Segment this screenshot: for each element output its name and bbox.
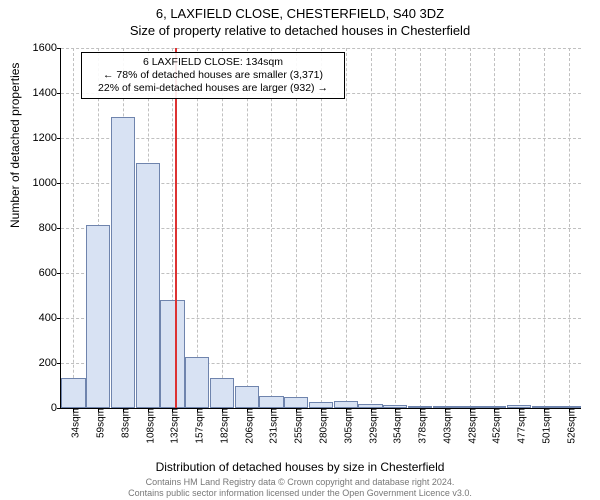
xtick-label: 526sqm xyxy=(560,408,577,444)
xtick-label: 59sqm xyxy=(90,408,107,438)
bar xyxy=(111,117,135,408)
bar xyxy=(86,225,110,408)
bar xyxy=(185,357,209,408)
ytick-label: 200 xyxy=(17,357,61,369)
xtick-label: 329sqm xyxy=(362,408,379,444)
ytick-label: 800 xyxy=(17,222,61,234)
bar xyxy=(309,402,333,408)
xtick-label: 108sqm xyxy=(139,408,156,444)
bar xyxy=(235,386,259,409)
title-line-1: 6, LAXFIELD CLOSE, CHESTERFIELD, S40 3DZ xyxy=(0,6,600,21)
info-line-3: 22% of semi-detached houses are larger (… xyxy=(88,82,338,95)
ytick-label: 1600 xyxy=(17,42,61,54)
bar xyxy=(160,300,184,408)
bar xyxy=(433,406,457,408)
xtick-label: 378sqm xyxy=(412,408,429,444)
xtick-label: 452sqm xyxy=(486,408,503,444)
marker-line xyxy=(175,48,177,408)
bar xyxy=(383,405,407,408)
bar xyxy=(259,396,283,408)
xtick-label: 428sqm xyxy=(461,408,478,444)
bar xyxy=(61,378,85,408)
info-line-2: ← 78% of detached houses are smaller (3,… xyxy=(88,69,338,82)
chart-container: 6, LAXFIELD CLOSE, CHESTERFIELD, S40 3DZ… xyxy=(0,0,600,500)
bar xyxy=(284,397,308,408)
xtick-label: 403sqm xyxy=(436,408,453,444)
xtick-label: 157sqm xyxy=(189,408,206,444)
xtick-label: 132sqm xyxy=(164,408,181,444)
ytick-label: 600 xyxy=(17,267,61,279)
title-block: 6, LAXFIELD CLOSE, CHESTERFIELD, S40 3DZ… xyxy=(0,0,600,38)
ytick-label: 1200 xyxy=(17,132,61,144)
info-line-1: 6 LAXFIELD CLOSE: 134sqm xyxy=(88,56,338,69)
gridline-h xyxy=(61,138,581,139)
xtick-label: 206sqm xyxy=(238,408,255,444)
ytick-label: 0 xyxy=(17,402,61,414)
xtick-label: 477sqm xyxy=(511,408,528,444)
x-axis-label: Distribution of detached houses by size … xyxy=(0,460,600,474)
xtick-label: 83sqm xyxy=(114,408,131,438)
xtick-label: 255sqm xyxy=(288,408,305,444)
bar xyxy=(457,406,481,408)
bar xyxy=(334,401,358,408)
bar xyxy=(507,405,531,408)
bar xyxy=(358,404,382,408)
xtick-label: 305sqm xyxy=(337,408,354,444)
xtick-label: 34sqm xyxy=(65,408,82,438)
bar xyxy=(210,378,234,408)
xtick-label: 501sqm xyxy=(535,408,552,444)
xtick-label: 182sqm xyxy=(213,408,230,444)
marker-info-box: 6 LAXFIELD CLOSE: 134sqm ← 78% of detach… xyxy=(81,52,345,99)
bar xyxy=(482,406,506,408)
plot-area: 6 LAXFIELD CLOSE: 134sqm ← 78% of detach… xyxy=(60,48,581,409)
xtick-label: 231sqm xyxy=(263,408,280,444)
bar xyxy=(408,406,432,408)
footer: Contains HM Land Registry data © Crown c… xyxy=(0,477,600,498)
gridline-h xyxy=(61,48,581,49)
xtick-label: 280sqm xyxy=(313,408,330,444)
ytick-label: 400 xyxy=(17,312,61,324)
ytick-label: 1400 xyxy=(17,87,61,99)
xtick-label: 354sqm xyxy=(387,408,404,444)
footer-line-2: Contains public sector information licen… xyxy=(0,488,600,498)
bar xyxy=(556,406,580,408)
bar xyxy=(532,406,556,408)
bar xyxy=(136,163,160,408)
footer-line-1: Contains HM Land Registry data © Crown c… xyxy=(0,477,600,487)
ytick-label: 1000 xyxy=(17,177,61,189)
title-line-2: Size of property relative to detached ho… xyxy=(0,23,600,38)
